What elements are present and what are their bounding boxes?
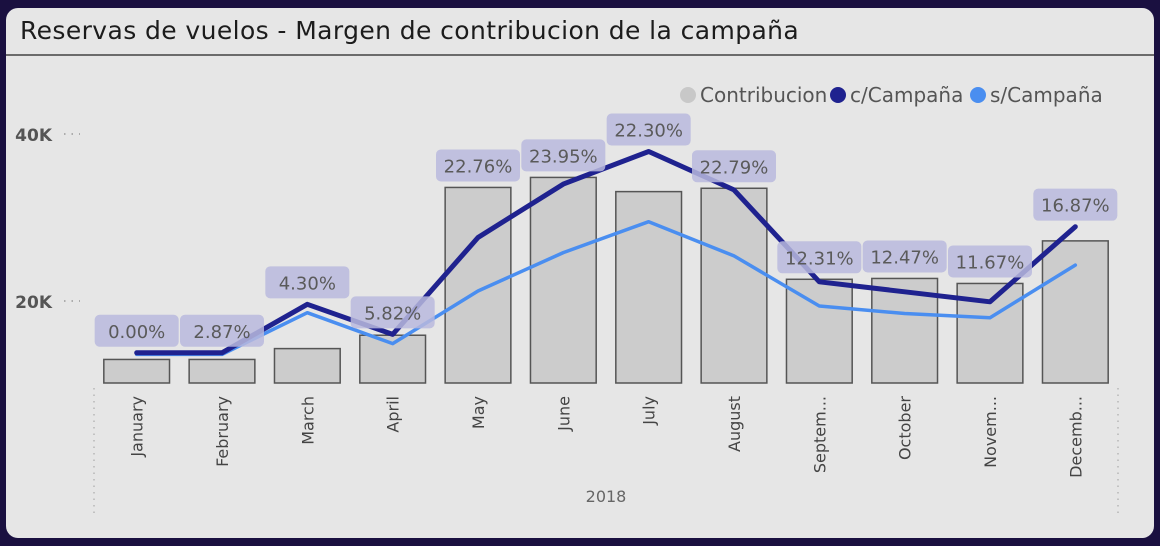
legend-label: Contribucion <box>700 83 827 107</box>
legend-marker <box>970 87 986 103</box>
line-c-campana <box>134 149 1078 356</box>
data-label: 12.31% <box>777 241 862 274</box>
legend-item: c/Campaña <box>830 83 963 107</box>
data-label-box <box>436 149 520 182</box>
bar-contribucion <box>700 187 768 384</box>
chart-title: Reservas de vuelos - Margen de contribuc… <box>20 16 800 45</box>
legend-item: s/Campaña <box>970 83 1103 107</box>
bar-contribucion <box>103 358 171 384</box>
data-label-text: 12.47% <box>870 247 939 268</box>
legend-label: c/Campaña <box>850 83 963 107</box>
data-label: 2.87% <box>180 314 264 347</box>
data-label-box <box>265 266 350 299</box>
x-tick-label: Novem... <box>981 396 1000 468</box>
x-tick-label: Septem... <box>810 396 829 473</box>
bar-contribucion <box>188 358 256 384</box>
data-label-text: 5.82% <box>364 303 421 324</box>
data-label-text: 22.76% <box>444 156 513 177</box>
data-label-box <box>777 241 862 274</box>
line-s-campana <box>134 219 1078 357</box>
data-label-text: 16.87% <box>1041 196 1110 217</box>
data-label-text: 0.00% <box>108 322 165 343</box>
data-label-text: 2.87% <box>193 322 250 343</box>
legend-marker <box>680 87 696 103</box>
data-label-box <box>1033 188 1118 221</box>
title-bar: Reservas de vuelos - Margen de contribuc… <box>6 8 1154 56</box>
data-label-box <box>862 240 947 273</box>
data-label: 16.87% <box>1033 188 1118 221</box>
data-label-text: 23.95% <box>529 146 598 167</box>
data-label-box <box>350 296 435 329</box>
legend-item: Contribucion <box>680 83 827 107</box>
x-tick-label: Decemb... <box>1066 396 1085 478</box>
x-tick-label: February <box>213 396 232 467</box>
data-label: 11.67% <box>948 245 1032 278</box>
legend-marker <box>830 87 846 103</box>
x-tick-label: October <box>896 396 915 460</box>
y-tick-label: 20K <box>15 293 53 313</box>
data-label-box <box>521 139 606 172</box>
legend-label: s/Campaña <box>990 83 1103 107</box>
x-tick-label: January <box>128 396 147 458</box>
x-axis-group-label: 2018 <box>586 487 627 506</box>
x-tick-label: June <box>554 396 573 432</box>
data-label-text: 12.31% <box>785 248 854 269</box>
data-label-box <box>606 113 691 146</box>
data-label: 12.47% <box>862 240 947 273</box>
bar-contribucion <box>785 278 853 384</box>
bar-contribucion <box>273 347 341 384</box>
data-label: 22.79% <box>692 150 776 183</box>
data-label: 0.00% <box>94 314 179 347</box>
data-label-box <box>692 150 776 183</box>
data-label-text: 22.30% <box>614 121 683 142</box>
x-tick-label: July <box>640 396 659 426</box>
chart-card: Reservas de vuelos - Margen de contribuc… <box>6 8 1154 538</box>
data-label: 23.95% <box>521 139 606 172</box>
data-label: 22.76% <box>436 149 520 182</box>
data-label: 5.82% <box>350 296 435 329</box>
data-label: 22.30% <box>606 113 691 146</box>
data-label-box <box>180 314 264 347</box>
data-label-box <box>94 314 179 347</box>
x-tick-label: March <box>298 396 317 445</box>
x-tick-label: August <box>725 396 744 452</box>
data-label-text: 4.30% <box>279 273 336 294</box>
bar-contribucion <box>529 176 597 384</box>
x-tick-label: May <box>469 396 488 429</box>
bar-contribucion <box>1041 240 1109 384</box>
y-tick-label: 40K <box>15 126 53 146</box>
bar-contribucion <box>444 186 512 384</box>
x-tick-label: April <box>384 396 403 433</box>
combo-chart: 20K 40K 0.00% 2.87% 4.30% 5.82% 22.76% 23.95% 22… <box>15 83 1119 516</box>
data-label: 4.30% <box>265 266 350 299</box>
data-label-text: 11.67% <box>956 252 1025 273</box>
data-label-text: 22.79% <box>700 157 769 178</box>
data-label-box <box>948 245 1032 278</box>
